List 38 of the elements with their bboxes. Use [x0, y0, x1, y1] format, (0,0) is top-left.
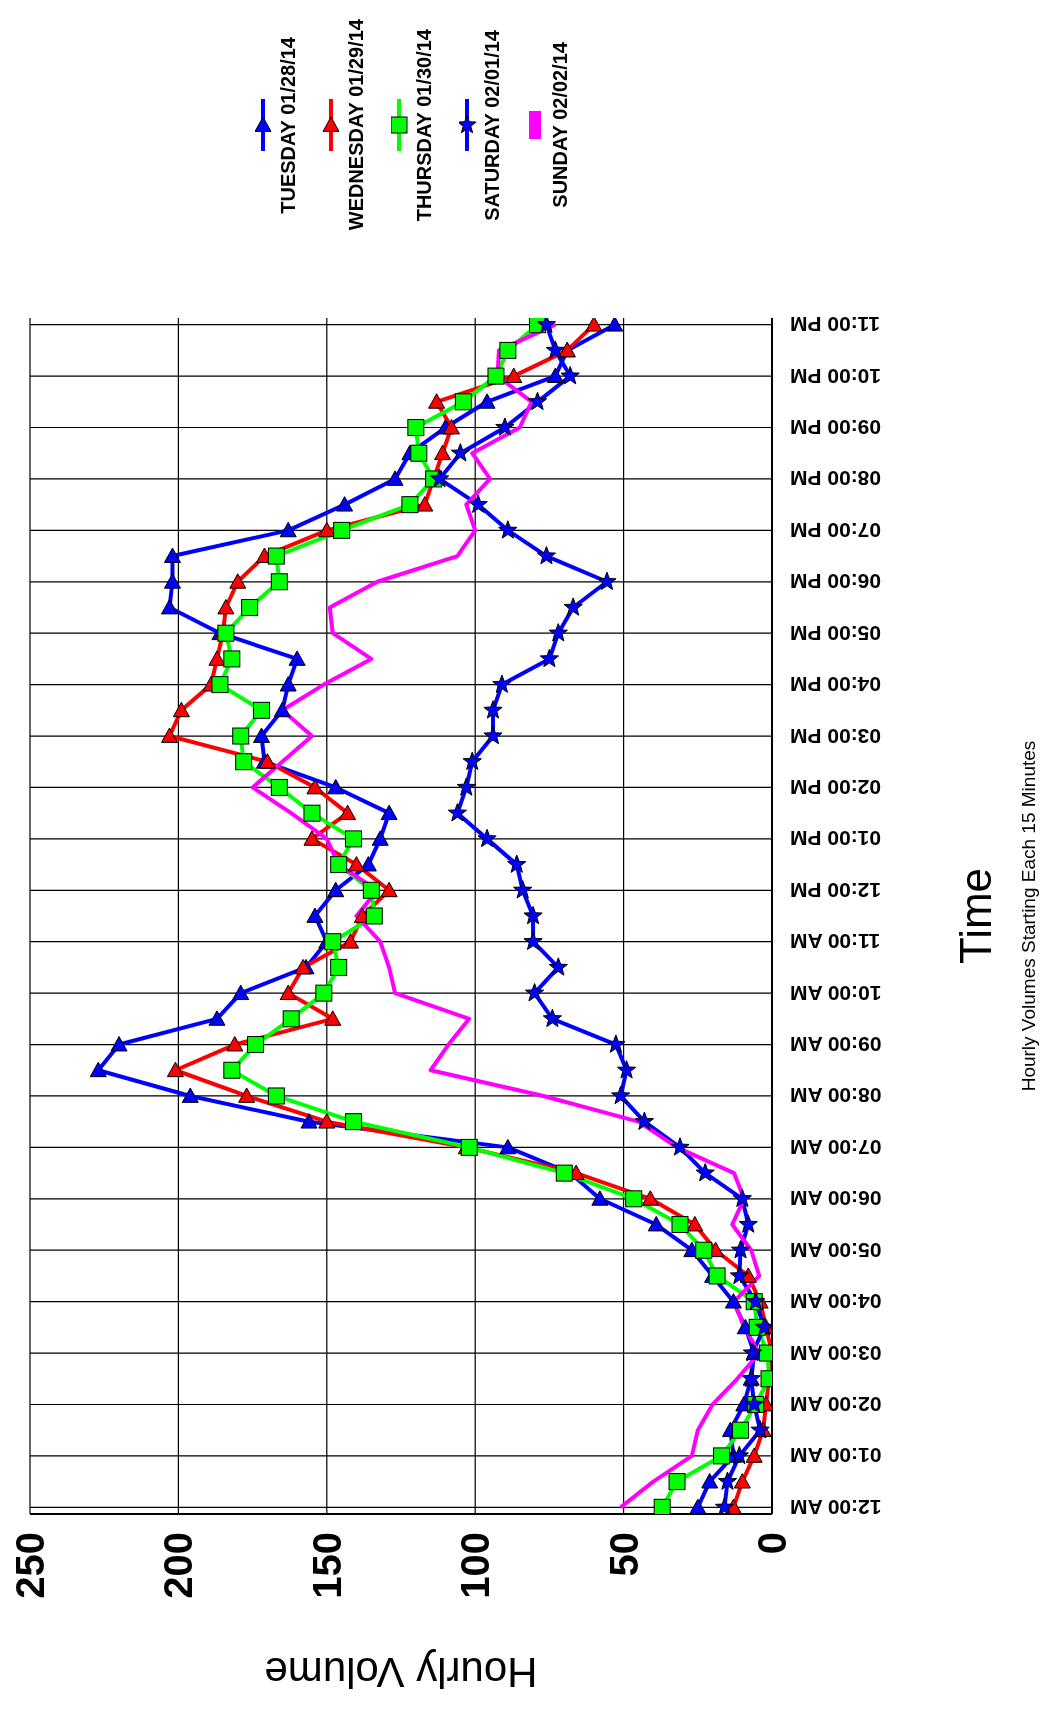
y-tick-label: 02:00 AM: [790, 1392, 882, 1416]
x-tick-label: 250: [8, 1532, 52, 1599]
x-tick-label: 50: [601, 1532, 646, 1577]
y-tick-label: 12:00 PM: [790, 878, 882, 902]
y-tick-label: 06:00 AM: [790, 1187, 882, 1211]
y-tick-label: 04:00 AM: [790, 1290, 882, 1314]
x-tick-label: 200: [156, 1532, 201, 1599]
legend-label: WEDNESDAY 01/29/14: [344, 19, 368, 231]
y-tick-label: 08:00 AM: [790, 1084, 882, 1108]
y-tick-label: 09:00 AM: [790, 1033, 882, 1057]
x-tick-label: 100: [453, 1532, 498, 1599]
x-tick-label: 150: [304, 1532, 349, 1599]
y-tick-label: 08:00 PM: [790, 467, 882, 491]
y-tick-label: 03:00 PM: [790, 724, 882, 748]
y-tick-label: 04:00 PM: [790, 673, 882, 697]
y-tick-label: 01:00 AM: [790, 1444, 882, 1468]
text: Hourly Volumes Starting Each 15 Minutes: [1018, 740, 1040, 1092]
y-tick-label: 10:00 AM: [790, 981, 882, 1005]
x-tick-label: 0: [750, 1532, 794, 1555]
legend-label: SATURDAY 02/01/14: [480, 29, 504, 221]
legend-label: TUESDAY 01/28/14: [276, 36, 300, 214]
legend-label: SUNDAY 02/02/14: [548, 42, 572, 208]
y-tick-label: 10:00 PM: [790, 364, 882, 388]
y-tick-label: 07:00 PM: [790, 518, 882, 542]
y-tick-label: 02:00 PM: [790, 775, 882, 799]
y-tick-label: 03:00 AM: [790, 1341, 882, 1365]
y-tick-label: 06:00 PM: [790, 570, 882, 594]
y-tick-label: 05:00 AM: [790, 1238, 882, 1262]
y-tick-label: 07:00 AM: [790, 1135, 882, 1159]
y-tick-label: 05:00 PM: [790, 621, 882, 645]
y-tick-label: 12:00 AM: [790, 1495, 882, 1519]
y-tick-label: 11:00 AM: [790, 930, 881, 954]
y-tick-label: 11:00 PM: [790, 313, 880, 337]
y-tick-label: 01:00 PM: [790, 827, 882, 851]
x-axis-title: Hourly Volume: [264, 1648, 538, 1696]
y-tick-label: 09:00 PM: [790, 416, 882, 440]
y-axis-title: Time: [951, 867, 1001, 965]
legend-label: THURSDAY 01/30/14: [412, 28, 436, 222]
